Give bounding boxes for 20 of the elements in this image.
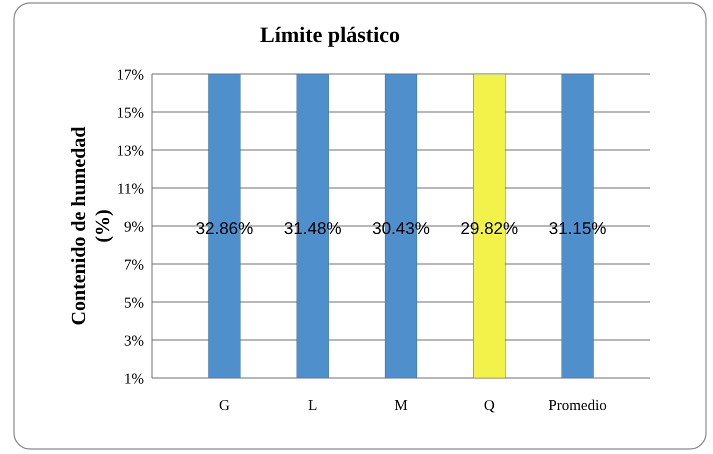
y-tick-label: 9% (124, 219, 144, 236)
y-axis-title: Contenido de humedad (%) (68, 126, 114, 326)
y-tick-label: 15% (116, 105, 144, 122)
y-tick-label: 3% (124, 333, 144, 350)
annotation: 30.43% (372, 218, 430, 238)
y-tick-label: 17% (116, 67, 144, 84)
annotation: 31.15% (548, 218, 606, 238)
y-tick-label: 5% (124, 295, 144, 312)
chart-title: Límite plástico (260, 22, 400, 47)
x-tick-label: G (218, 398, 230, 414)
y-tick-label: 7% (124, 257, 144, 274)
x-tick-label: L (308, 398, 318, 414)
x-tick-label: Promedio (548, 398, 607, 414)
y-tick-label: 13% (116, 143, 144, 160)
x-tick-label: M (394, 398, 408, 414)
y-tick-label: 11% (117, 181, 144, 198)
annotation: 32.86% (196, 218, 254, 238)
annotation: 31.48% (284, 218, 342, 238)
x-tick-label: Q (484, 398, 495, 414)
y-tick-label: 1% (124, 371, 144, 388)
